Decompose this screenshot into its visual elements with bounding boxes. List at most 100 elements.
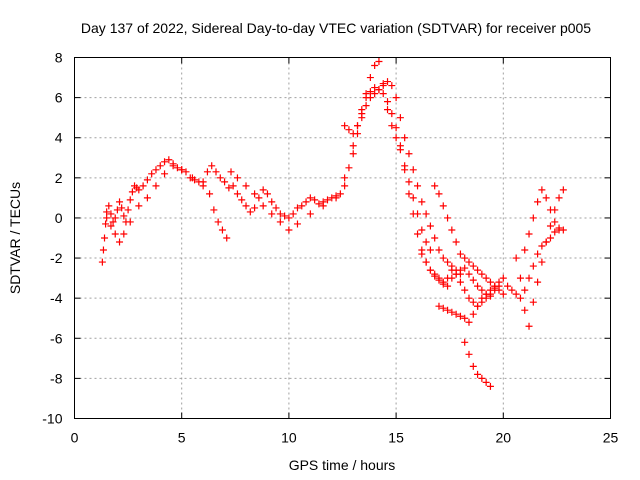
data-point [529, 298, 537, 306]
data-point [448, 266, 456, 274]
data-point [124, 206, 132, 214]
data-point [478, 374, 486, 382]
data-point [341, 122, 349, 130]
data-point [203, 168, 211, 176]
data-point [116, 198, 124, 206]
data-point [486, 382, 494, 390]
data-point [405, 190, 413, 198]
data-point [401, 162, 409, 170]
data-point [431, 272, 439, 280]
data-point [504, 282, 512, 290]
data-point [414, 230, 422, 238]
data-point [555, 194, 563, 202]
data-point [461, 264, 469, 272]
data-point [555, 226, 563, 234]
data-point [255, 194, 263, 202]
data-point [135, 186, 143, 194]
data-point [418, 198, 426, 206]
y-tick-label: 2 [55, 170, 63, 186]
data-point [521, 306, 529, 314]
data-point [259, 186, 267, 194]
data-point [474, 302, 482, 310]
data-point [516, 294, 524, 302]
data-point [268, 210, 276, 218]
data-point [546, 234, 554, 242]
data-point [212, 168, 220, 176]
data-point [444, 258, 452, 266]
y-tick-label: -6 [50, 330, 63, 346]
data-point [102, 220, 110, 228]
data-point [478, 286, 486, 294]
data-point [143, 176, 151, 184]
data-point [152, 166, 160, 174]
data-point [439, 304, 447, 312]
data-point [465, 270, 473, 278]
data-point [538, 242, 546, 250]
data-point [366, 94, 374, 102]
data-point [182, 168, 190, 176]
data-point [298, 202, 306, 210]
data-point [439, 254, 447, 262]
data-point [516, 274, 524, 282]
data-point [482, 274, 490, 282]
data-point [388, 82, 396, 90]
data-point [379, 80, 387, 88]
y-tick-label: 4 [55, 130, 63, 146]
data-point [285, 214, 293, 222]
data-point [135, 202, 143, 210]
data-point [401, 134, 409, 142]
data-point [426, 266, 434, 274]
data-point [109, 218, 117, 226]
data-point [143, 194, 151, 202]
data-point [486, 286, 494, 294]
data-point [439, 202, 447, 210]
data-point [165, 156, 173, 164]
data-point [341, 182, 349, 190]
data-point [268, 198, 276, 206]
data-point [276, 210, 284, 218]
data-point [469, 362, 477, 370]
data-point [341, 174, 349, 182]
data-point [156, 162, 164, 170]
data-point [306, 210, 314, 218]
data-point [315, 200, 323, 208]
data-point [371, 90, 379, 98]
data-point [293, 204, 301, 212]
data-point [276, 218, 284, 226]
data-point [482, 378, 490, 386]
data-point [422, 238, 430, 246]
data-point [452, 270, 460, 278]
data-point [495, 286, 503, 294]
data-point [225, 184, 233, 192]
data-point [379, 90, 387, 98]
y-tick-label: -10 [42, 411, 62, 427]
data-point [444, 306, 452, 314]
data-point [246, 208, 254, 216]
data-point [461, 286, 469, 294]
data-point [534, 198, 542, 206]
data-point [251, 204, 259, 212]
data-point [384, 98, 392, 106]
data-point [148, 170, 156, 178]
data-point [482, 290, 490, 298]
data-point [422, 210, 430, 218]
data-point [512, 254, 520, 262]
data-point [499, 290, 507, 298]
data-point [456, 278, 464, 286]
data-point [542, 238, 550, 246]
data-point [111, 214, 119, 222]
data-point [366, 88, 374, 96]
data-point [113, 206, 121, 214]
data-point [281, 212, 289, 220]
data-point [120, 212, 128, 220]
data-point [551, 218, 559, 226]
data-point [111, 230, 119, 238]
data-point [354, 122, 362, 130]
data-point [302, 198, 310, 206]
plot-frame [74, 57, 611, 419]
data-point [388, 110, 396, 118]
data-point [103, 208, 111, 216]
data-point [409, 194, 417, 202]
data-point [126, 196, 134, 204]
